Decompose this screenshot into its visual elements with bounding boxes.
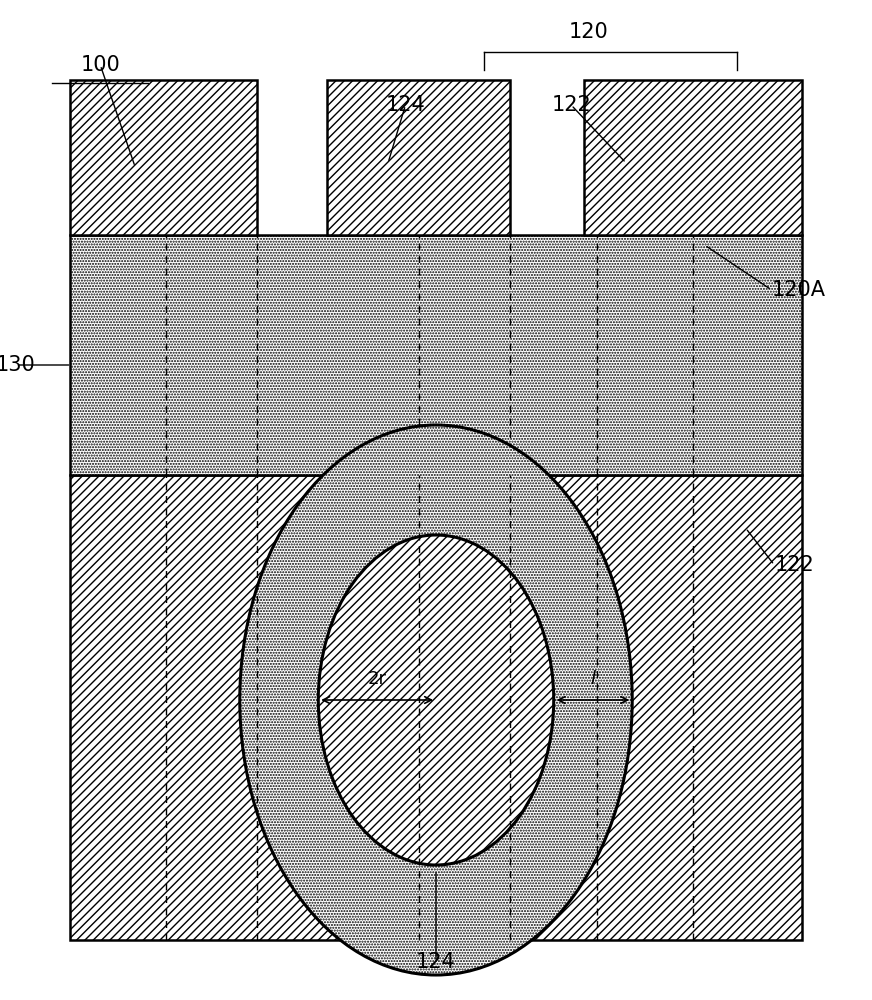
Text: 120A: 120A [772, 280, 826, 300]
Text: 100: 100 [80, 55, 120, 75]
Ellipse shape [240, 425, 632, 975]
Text: l: l [590, 670, 596, 688]
Text: 124: 124 [385, 95, 426, 115]
Text: 122: 122 [551, 95, 591, 115]
Text: 130: 130 [0, 355, 36, 375]
Text: 120: 120 [569, 22, 609, 42]
Text: 124: 124 [416, 952, 456, 972]
Bar [70, 475, 802, 940]
Ellipse shape [318, 535, 554, 865]
Bar [70, 235, 802, 475]
Text: 2r: 2r [368, 670, 386, 688]
Bar [327, 80, 510, 235]
Text: 122: 122 [774, 555, 814, 575]
Bar [70, 80, 257, 235]
Bar [584, 80, 802, 235]
